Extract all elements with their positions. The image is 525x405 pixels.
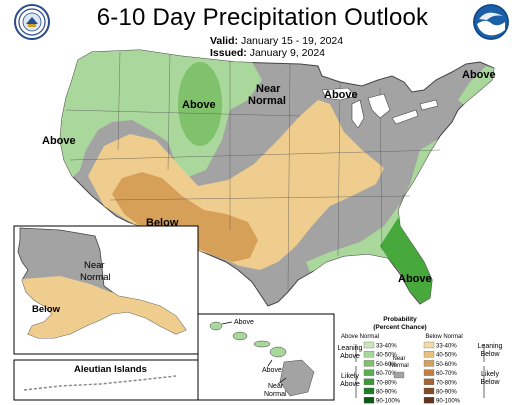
- noaa-logo-icon: [473, 4, 509, 40]
- legend-above-bin-label: 80-90%: [376, 390, 397, 396]
- label-aleutian-islands: Aleutian Islands: [74, 364, 147, 375]
- legend-below-bin-label: 80-90%: [436, 390, 457, 396]
- hawaii-leader-line-3: [277, 377, 287, 385]
- legend-likely-below-line2: Below: [480, 379, 500, 386]
- label-above-north-rockies: Above: [182, 99, 216, 111]
- big-island: [279, 359, 315, 397]
- issued-date-line: Issued: January 9, 2024: [210, 47, 325, 59]
- label-hawaii-above-south: Above: [262, 367, 282, 374]
- legend-likely-below-line1: Likely: [481, 371, 499, 378]
- legend-below-bin-label: 90-100%: [436, 399, 461, 405]
- oahu-island: [232, 331, 248, 341]
- legend-above-swatch: [363, 341, 375, 349]
- valid-dates-line: Valid: January 15 - 19, 2024: [210, 35, 343, 47]
- legend-above-bin-label: 90-100%: [376, 399, 401, 405]
- ak-near-line2: Normal: [80, 272, 111, 283]
- below-core-area: [112, 172, 258, 262]
- legend-above-bin-label: 50-60%: [376, 362, 397, 368]
- label-hawaii-near-normal: Near Normal: [264, 383, 287, 398]
- legend-above-bin-label: 60-70%: [376, 371, 397, 377]
- valid-dates: January 15 - 19, 2024: [240, 35, 344, 47]
- legend-above-bin-label: 33-40%: [376, 344, 397, 350]
- valid-label: Valid:: [210, 35, 239, 47]
- legend-near-normal-swatch: [393, 371, 405, 379]
- legend-above-swatch: [363, 378, 375, 385]
- legend-above-swatch: [363, 369, 375, 376]
- legend-near-normal-line2: Normal: [389, 363, 408, 369]
- legend-below-bin-label: 60-70%: [436, 371, 457, 377]
- legend-leaning-below-line2: Below: [480, 351, 500, 358]
- hawaii-leader-line-2: [267, 359, 273, 367]
- legend-below-swatch: [423, 341, 435, 349]
- hawaii-inset: [197, 313, 335, 401]
- legend-likely-above-line1: Likely: [341, 373, 359, 380]
- legend-leaning-above-line2: Above: [340, 353, 360, 360]
- legend-above-swatch: [363, 387, 375, 395]
- issued-date: January 9, 2024: [249, 47, 325, 59]
- ak-near-line1: Near: [84, 260, 105, 271]
- label-above-west: Above: [42, 135, 76, 147]
- legend-title-line2: (Percent Chance): [373, 324, 426, 331]
- above-new-england-area: [458, 66, 494, 108]
- legend-below-swatch: [423, 360, 435, 367]
- label-above-florida: Above: [398, 273, 432, 285]
- kauai-island: [209, 321, 223, 331]
- label-hawaii-above-north: Above: [234, 319, 254, 326]
- legend-near-normal-line1: Near: [392, 356, 405, 362]
- legend-below-bin-label: 33-40%: [436, 344, 457, 350]
- probability-legend: Probability(Percent Chance) Above Normal B…: [338, 316, 503, 405]
- legend-below-bin-label: 50-60%: [436, 362, 457, 368]
- legend-above-swatch: [363, 360, 375, 367]
- legend-below-swatch: [423, 378, 435, 385]
- legend-below-swatch: [423, 397, 435, 404]
- legend-above-swatch: [363, 351, 375, 358]
- legend-below-bin-label: 40-50%: [436, 353, 457, 359]
- legend-above-swatch: [363, 397, 375, 404]
- legend-below-swatch: [423, 387, 435, 395]
- legend-likely-above-line2: Above: [340, 381, 360, 388]
- issued-label: Issued:: [210, 47, 247, 59]
- near-normal-line1: Near: [256, 83, 281, 95]
- aleutian-islands-shape: [23, 375, 177, 391]
- label-alaska-near-normal: Near Normal: [80, 260, 111, 283]
- legend-above-bin-label: 40-50%: [376, 353, 397, 359]
- legend-below-swatch: [423, 369, 435, 376]
- legend-title-line1: Probability: [383, 316, 417, 323]
- alaska-inset: [13, 225, 199, 401]
- hi-near-line1: Near: [268, 383, 284, 390]
- legend-below-swatch: [423, 351, 435, 358]
- aleutian-frame: [13, 359, 199, 401]
- legend-above-bin-label: 70-80%: [376, 380, 397, 386]
- hawaii-leader-line-1: [221, 321, 233, 325]
- label-below-southwest: Below: [146, 217, 179, 229]
- label-above-new-england: Above: [462, 69, 496, 81]
- great-lakes: [321, 87, 439, 129]
- legend-below-header: Below Normal: [425, 334, 462, 340]
- above-core-area: [178, 62, 222, 146]
- hi-near-line2: Normal: [264, 391, 287, 398]
- legend-leaning-below-line1: Leaning: [478, 343, 503, 350]
- near-normal-line2: Normal: [248, 95, 286, 107]
- label-above-great-lakes: Above: [324, 89, 358, 101]
- legend-leaning-above-line1: Leaning: [338, 345, 363, 352]
- molokai-island: [253, 340, 271, 348]
- legend-below-bin-label: 70-80%: [436, 380, 457, 386]
- legend-above-header: Above Normal: [341, 334, 379, 340]
- department-of-commerce-seal-icon: [14, 4, 50, 40]
- maui-island: [269, 346, 287, 358]
- map-title: 6-10 Day Precipitation Outlook: [96, 4, 429, 31]
- label-near-normal-north: Near Normal: [248, 83, 286, 107]
- label-alaska-below: Below: [32, 304, 61, 315]
